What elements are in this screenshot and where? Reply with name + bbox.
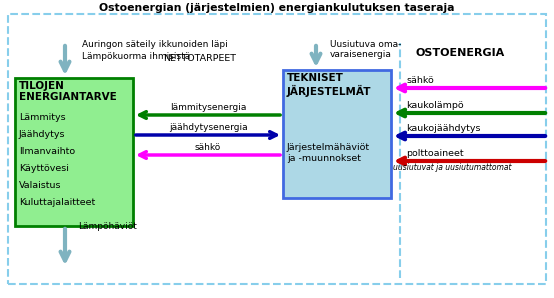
Text: Uusiutuva oma-
varaisenergia: Uusiutuva oma- varaisenergia <box>330 40 402 59</box>
FancyBboxPatch shape <box>283 70 391 198</box>
Text: sähkö: sähkö <box>195 143 221 152</box>
Text: TEKNISET
JÄRJESTELMÄT: TEKNISET JÄRJESTELMÄT <box>287 73 372 97</box>
Text: Kuluttajalaitteet: Kuluttajalaitteet <box>19 198 95 207</box>
Text: Valaistus: Valaistus <box>19 181 61 190</box>
Text: Ilmanvaihto: Ilmanvaihto <box>19 147 75 156</box>
Text: Lämpöhäviöt: Lämpöhäviöt <box>78 222 137 231</box>
Text: NETTOTARPEET: NETTOTARPEET <box>163 54 237 63</box>
Text: kaukojäähdytys: kaukojäähdytys <box>406 124 480 133</box>
Text: kaukolämpö: kaukolämpö <box>406 101 464 110</box>
Text: polttoaineet: polttoaineet <box>406 149 464 158</box>
Text: sähkö: sähkö <box>406 76 434 85</box>
Text: Järjestelmähäviöt
ja -muunnokset: Järjestelmähäviöt ja -muunnokset <box>287 143 370 163</box>
Text: lämmitysenergia: lämmitysenergia <box>170 103 246 112</box>
Text: Auringon säteily ikkunoiden läpi: Auringon säteily ikkunoiden läpi <box>82 40 228 49</box>
Text: Ostoenergian (järjestelmien) energiankulutuksen taseraja: Ostoenergian (järjestelmien) energiankul… <box>99 3 455 13</box>
Text: uusiutuvat ja uusiutumattomat: uusiutuvat ja uusiutumattomat <box>393 163 511 172</box>
Text: jäähdytysenergia: jäähdytysenergia <box>168 123 247 132</box>
Text: Lämpökuorma ihmisistä: Lämpökuorma ihmisistä <box>82 52 190 61</box>
Text: OSTOENERGIA: OSTOENERGIA <box>415 48 504 58</box>
FancyBboxPatch shape <box>15 78 133 226</box>
Text: Käyttövesi: Käyttövesi <box>19 164 69 173</box>
Text: Lämmitys: Lämmitys <box>19 113 65 122</box>
Text: Jäähdytys: Jäähdytys <box>19 130 65 139</box>
Text: TILOJEN
ENERGIANTARVE: TILOJEN ENERGIANTARVE <box>19 81 117 102</box>
